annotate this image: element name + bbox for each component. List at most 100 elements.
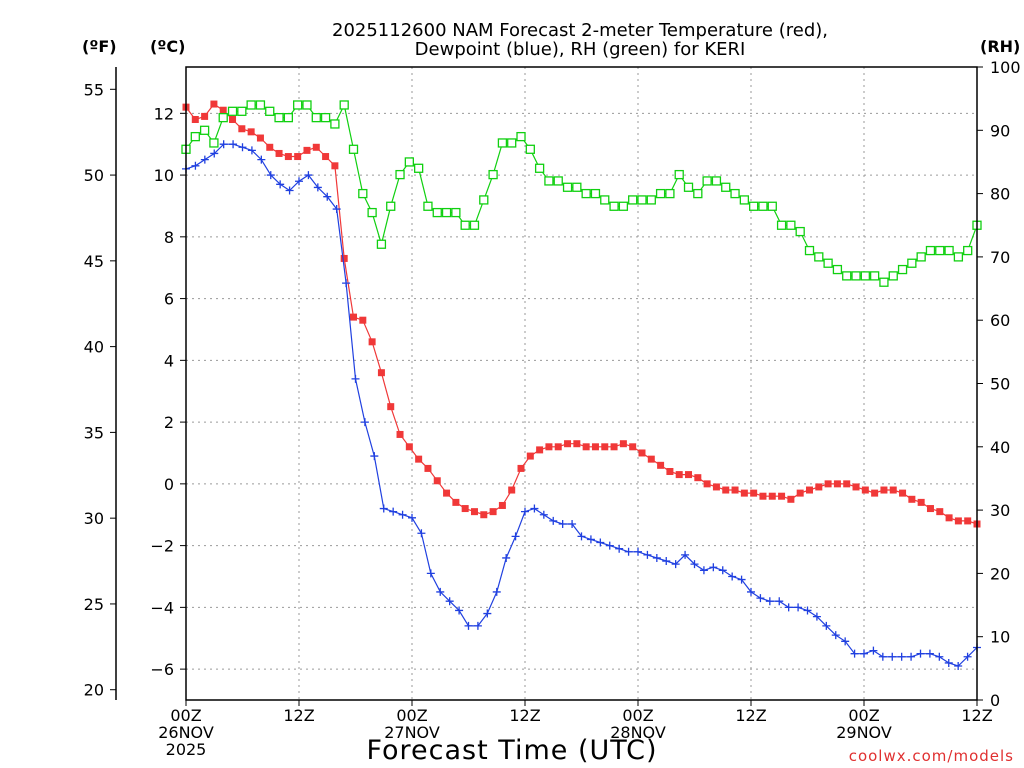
fahrenheit-tick-label: 45 [84,252,104,271]
temperature-point [201,112,209,120]
dewpoint-point [728,572,737,581]
rh-point [404,157,414,167]
rh-point [311,112,321,123]
dewpoint-point [869,646,878,655]
temperature-point [573,440,581,448]
temperature-point [229,115,237,123]
rh-point [618,201,629,211]
dewpoint-point [200,155,209,164]
temperature-point [191,115,199,123]
rh-point [469,220,480,230]
dewpoint-point [822,621,831,630]
dewpoint-point [812,612,821,621]
dewpoint-point [935,652,944,661]
temperature-point [452,498,460,506]
rh-point [525,144,535,154]
rh-point [851,271,861,281]
dewpoint-point [360,418,369,427]
rh-point [795,226,805,237]
rh-point [432,207,442,218]
dewpoint-point [511,532,520,541]
temperature-point [843,480,851,488]
x-tick-label: 12Z [283,706,314,725]
temperature-point [601,443,609,451]
dewpoint-point [266,171,275,180]
dewpoint-point [775,597,784,606]
temperature-point [610,443,618,451]
rh-point [711,176,722,186]
temperature-point [954,517,962,525]
dewpoint-point [370,452,379,461]
x-tick-label: 29NOV [836,723,892,742]
rh-tick-label: 20 [990,564,1010,583]
rh-point [814,252,824,262]
rh-tick-label: 40 [990,438,1010,457]
rh-point [767,201,777,211]
rh-point [376,239,387,249]
rh-point [265,106,275,116]
rh-series-line [185,103,978,283]
dewpoint-point [238,143,247,152]
rh-point [600,195,610,205]
dewpoint-point [473,621,482,630]
rh-point [283,112,294,123]
celsius-tick-label: 0 [164,475,174,494]
dewpoint-point [577,532,586,541]
dewpoint-point [643,550,652,559]
temperature-point [470,508,478,516]
dewpoint-point [436,587,445,596]
fahrenheit-unit-label: (ºF) [82,37,117,56]
rh-point [609,201,619,211]
temperature-point [350,313,358,321]
rh-point [637,195,647,205]
rh-point [702,176,712,186]
rh-point [786,220,796,230]
celsius-tick-label: −2 [150,537,174,556]
dewpoint-point [850,649,859,658]
dewpoint-point [860,649,868,658]
rh-point [516,131,526,142]
temperature-point [312,143,320,151]
rh-tick-label: 80 [990,185,1010,204]
rh-point [367,207,377,218]
chart-title-line-1: 2025112600 NAM Forecast 2-meter Temperat… [332,20,828,41]
rh-point [758,201,768,211]
dewpoint-point [445,597,454,606]
dewpoint-point [699,566,708,575]
temperature-point [871,489,879,497]
temperature-point [964,517,972,525]
temperature-point [685,471,693,479]
temperature-point [266,143,274,151]
dewpoint-point [916,649,925,658]
rh-point [581,188,591,199]
dewpoint-point [398,510,407,519]
temperature-point [256,134,264,142]
dewpoint-point [765,597,774,606]
rh-point [302,100,312,110]
dewpoint-point [492,587,501,596]
temperature-point [210,100,218,108]
rh-point [655,188,666,199]
temperature-point [731,486,739,494]
rh-tick-label: 100 [990,58,1021,77]
rh-point [646,195,656,205]
temperature-point [294,153,302,161]
temperature-point [945,514,953,522]
dewpoint-point [295,177,303,186]
dewpoint-point [586,535,595,544]
rh-point [348,144,359,154]
series-group [181,100,982,671]
temperature-point [787,495,795,503]
dewpoint-point [634,547,642,556]
rh-tick-label: 0 [990,691,1000,710]
plot-frame [185,66,978,701]
rh-point [907,258,917,268]
rh-tick-label: 30 [990,501,1010,520]
chart-title-line-2: Dewpoint (blue), RH (green) for KERI [415,39,746,60]
dewpoint-point [888,652,897,661]
temperature-point [815,483,823,491]
rh-point [842,271,852,281]
celsius-tick-label: 12 [154,104,174,123]
dewpoint-point [229,140,238,149]
